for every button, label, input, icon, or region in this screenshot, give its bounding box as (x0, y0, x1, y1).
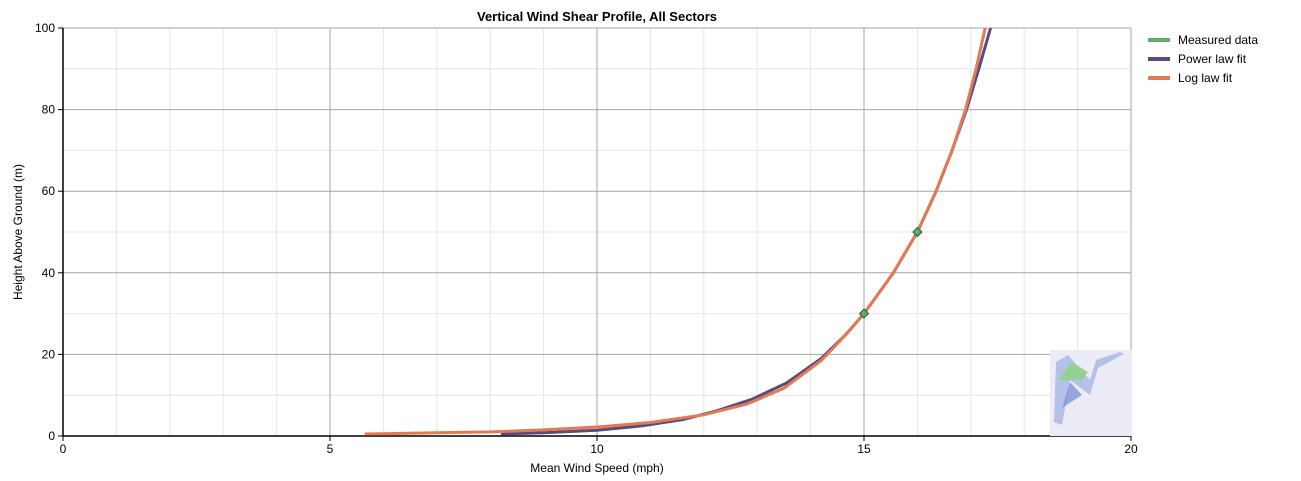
x-tick-label: 15 (857, 442, 871, 456)
legend-label: Log law fit (1178, 71, 1233, 85)
measured-data-point (912, 226, 923, 238)
x-tick-label: 5 (327, 442, 334, 456)
x-tick-label: 20 (1124, 442, 1138, 456)
y-tick-label: 80 (42, 103, 56, 117)
chart-title: Vertical Wind Shear Profile, All Sectors (477, 9, 717, 24)
x-tick-label: 0 (60, 442, 67, 456)
y-axis-ticks: 0 20 40 60 80 100 (35, 21, 63, 443)
y-tick-label: 0 (48, 429, 55, 443)
x-axis-ticks: 0 5 10 15 20 (60, 436, 1138, 456)
y-axis-label: Height Above Ground (m) (11, 164, 25, 300)
legend-label: Power law fit (1178, 52, 1247, 66)
watermark-logo (1050, 350, 1132, 436)
y-tick-label: 40 (42, 266, 56, 280)
log-law-fit-line (364, 28, 987, 436)
y-tick-label: 60 (42, 184, 56, 198)
measured-data-point (858, 308, 870, 319)
y-tick-label: 100 (35, 21, 55, 35)
major-gridlines (63, 27, 1132, 436)
legend: Measured data Power law fit Log law fit (1148, 33, 1258, 85)
series-layer (364, 28, 993, 436)
y-tick-label: 20 (42, 347, 56, 361)
x-axis-label: Mean Wind Speed (mph) (530, 461, 663, 475)
legend-label: Measured data (1178, 33, 1258, 47)
x-tick-label: 10 (590, 442, 604, 456)
